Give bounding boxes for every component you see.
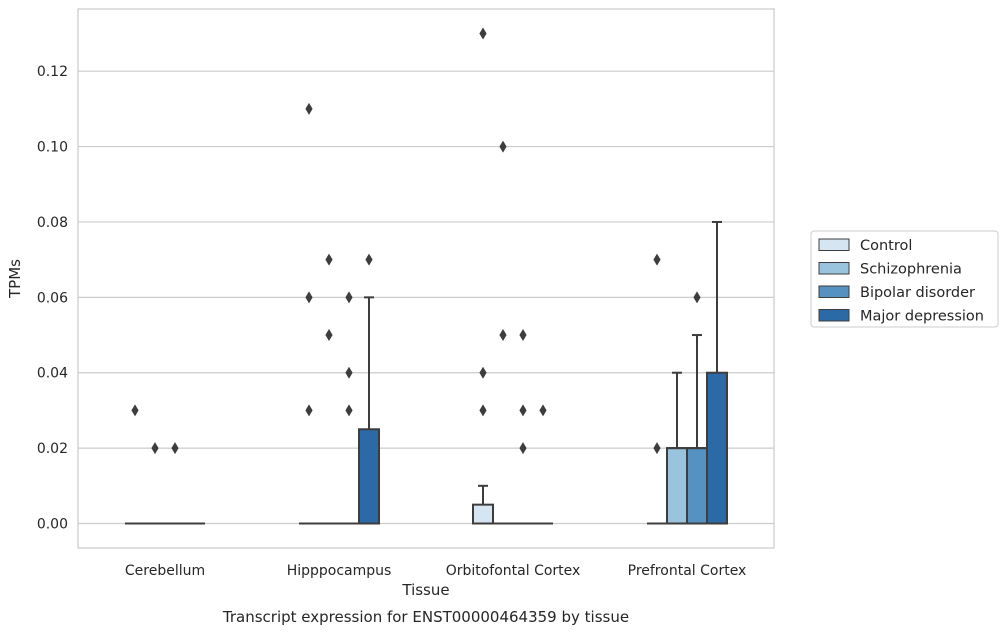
outlier-point xyxy=(131,404,139,417)
legend-label: Major depression xyxy=(860,309,984,325)
y-tick-label: 0.00 xyxy=(37,517,68,533)
box-1-0 xyxy=(299,102,319,525)
outlier-point xyxy=(305,404,313,417)
outlier-point xyxy=(653,253,661,266)
box-3-1 xyxy=(666,371,688,525)
outlier-point xyxy=(479,27,487,40)
outlier-point xyxy=(519,404,527,417)
box-body xyxy=(358,428,380,525)
outlier-point xyxy=(519,442,527,455)
y-tick-label: 0.12 xyxy=(37,64,68,80)
box-2-3 xyxy=(533,404,553,525)
y-tick-label: 0.06 xyxy=(37,290,68,306)
plot-frame xyxy=(77,8,775,549)
outlier-point xyxy=(479,366,487,379)
outlier-point xyxy=(693,291,701,304)
boxes xyxy=(125,27,728,525)
x-tick-label: Orbitofontal Cortex xyxy=(446,563,581,579)
outlier-point xyxy=(171,442,179,455)
box-3-3 xyxy=(706,220,728,525)
x-tick-labels: Cerebellum Hipppocampus Orbitofontal Corte… xyxy=(125,563,746,579)
y-tick-labels: 0.00 0.02 0.04 0.06 0.08 0.10 0.12 xyxy=(37,64,68,532)
legend-swatch xyxy=(818,309,850,322)
x-tick-label: Cerebellum xyxy=(125,563,205,579)
legend-swatch xyxy=(818,262,850,275)
outlier-point xyxy=(499,329,507,342)
box-body xyxy=(472,503,494,525)
box-0-0 xyxy=(125,404,145,525)
chart-caption: Transcript expression for ENST0000046435… xyxy=(222,608,629,626)
y-tick-label: 0.10 xyxy=(37,140,68,156)
outlier-point xyxy=(345,291,353,304)
legend-swatch xyxy=(818,238,850,251)
y-tick-label: 0.08 xyxy=(37,215,68,231)
box-0-2 xyxy=(165,442,185,525)
x-tick-label: Prefrontal Cortex xyxy=(628,563,747,579)
outlier-point xyxy=(305,291,313,304)
outlier-point xyxy=(365,253,373,266)
legend-frame xyxy=(810,230,999,328)
outlier-point xyxy=(653,442,661,455)
legend-label: Control xyxy=(860,238,912,254)
y-tick-label: 0.04 xyxy=(37,366,68,382)
outlier-point xyxy=(345,366,353,379)
gridlines xyxy=(78,70,774,525)
outlier-point xyxy=(305,102,313,115)
legend-item: Schizophrenia xyxy=(818,262,962,278)
box-1-1 xyxy=(319,253,339,525)
outlier-point xyxy=(499,140,507,153)
outlier-point xyxy=(479,404,487,417)
outlier-point xyxy=(539,404,547,417)
box-2-1 xyxy=(493,140,513,525)
y-tick-label: 0.02 xyxy=(37,441,68,457)
legend-item: Bipolar disorder xyxy=(818,285,975,301)
legend-item: Major depression xyxy=(818,309,984,325)
x-tick-label: Hipppocampus xyxy=(287,563,392,579)
outlier-point xyxy=(519,329,527,342)
box-2-2 xyxy=(513,329,533,525)
outlier-point xyxy=(345,404,353,417)
legend-label: Schizophrenia xyxy=(860,262,962,278)
box-body xyxy=(666,447,688,525)
outlier-point xyxy=(151,442,159,455)
x-axis-label: Tissue xyxy=(401,581,449,599)
box-body xyxy=(706,371,728,525)
box-3-0 xyxy=(647,253,667,525)
box-body xyxy=(686,447,708,525)
box-3-2 xyxy=(686,291,708,525)
legend-label: Bipolar disorder xyxy=(860,285,975,301)
outlier-point xyxy=(325,253,333,266)
y-axis-label: TPMs xyxy=(6,259,24,299)
legend: Control Schizophrenia Bipolar disorder Majo… xyxy=(810,230,999,328)
box-2-0 xyxy=(472,27,494,525)
outlier-point xyxy=(325,329,333,342)
legend-swatch xyxy=(818,285,850,298)
box-1-3 xyxy=(358,253,380,525)
box-1-2 xyxy=(339,291,359,525)
box-0-1 xyxy=(145,442,165,525)
legend-item: Control xyxy=(818,238,912,254)
